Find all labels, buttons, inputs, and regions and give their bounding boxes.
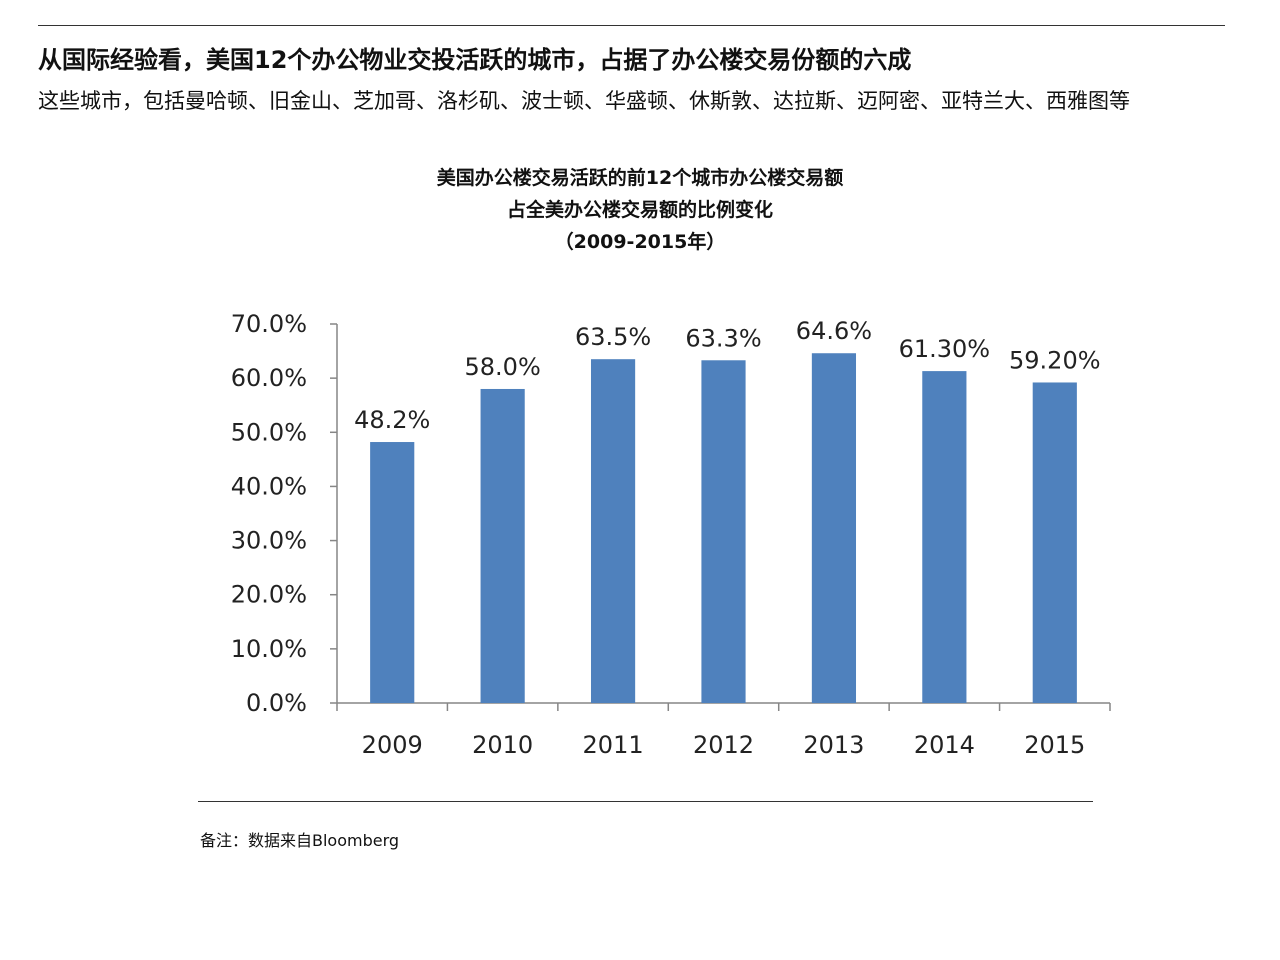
y-tick-label: 0.0%	[246, 689, 307, 717]
chart-title-line-2: 占全美办公楼交易额的比例变化	[506, 199, 773, 221]
bar-2013	[811, 353, 857, 703]
bar-2010	[480, 388, 525, 703]
bottom-divider	[198, 801, 1093, 802]
top-divider	[38, 25, 1225, 26]
x-tick-label-2014: 2014	[914, 731, 975, 759]
x-tick-label-2015: 2015	[1024, 731, 1085, 759]
data-label-2012: 63.3%	[685, 324, 761, 352]
chart-title: 美国办公楼交易活跃的前12个城市办公楼交易额 占全美办公楼交易额的比例变化 （2…	[340, 162, 940, 258]
y-tick-label: 40.0%	[231, 472, 307, 500]
x-tick-label-2012: 2012	[693, 731, 754, 759]
x-tick-label-2013: 2013	[803, 731, 864, 759]
data-label-2009: 48.2%	[354, 406, 430, 434]
x-tick-label-2011: 2011	[583, 731, 644, 759]
chart-title-line-3: （2009-2015年）	[554, 231, 726, 253]
y-tick-label: 20.0%	[231, 581, 307, 609]
data-label-2015: 59.20%	[1009, 346, 1101, 374]
bar-2014	[922, 371, 967, 703]
y-tick-label: 70.0%	[231, 310, 307, 338]
source-note: 备注：数据来自Bloomberg	[200, 831, 400, 850]
y-tick-label: 10.0%	[231, 635, 307, 663]
data-label-2013: 64.6%	[796, 317, 872, 345]
bar-2009	[370, 442, 415, 703]
page-headline: 从国际经验看，美国12个办公物业交投活跃的城市，占据了办公楼交易份额的六成	[38, 46, 912, 74]
chart-title-line-1: 美国办公楼交易活跃的前12个城市办公楼交易额	[436, 167, 844, 189]
page-subheadline: 这些城市，包括曼哈顿、旧金山、芝加哥、洛杉矶、波士顿、华盛顿、休斯敦、达拉斯、迈…	[38, 89, 1130, 113]
data-label-2014: 61.30%	[899, 335, 991, 363]
x-tick-label-2010: 2010	[472, 731, 533, 759]
data-label-2010: 58.0%	[465, 353, 541, 381]
y-tick-label: 50.0%	[231, 418, 307, 446]
data-label-2011: 63.5%	[575, 323, 651, 351]
y-tick-label: 60.0%	[231, 364, 307, 392]
y-tick-label: 30.0%	[231, 527, 307, 555]
bar-2015	[1032, 382, 1077, 703]
bar-2012	[701, 360, 746, 703]
x-tick-label-2009: 2009	[362, 731, 423, 759]
bar-2011	[590, 359, 636, 703]
